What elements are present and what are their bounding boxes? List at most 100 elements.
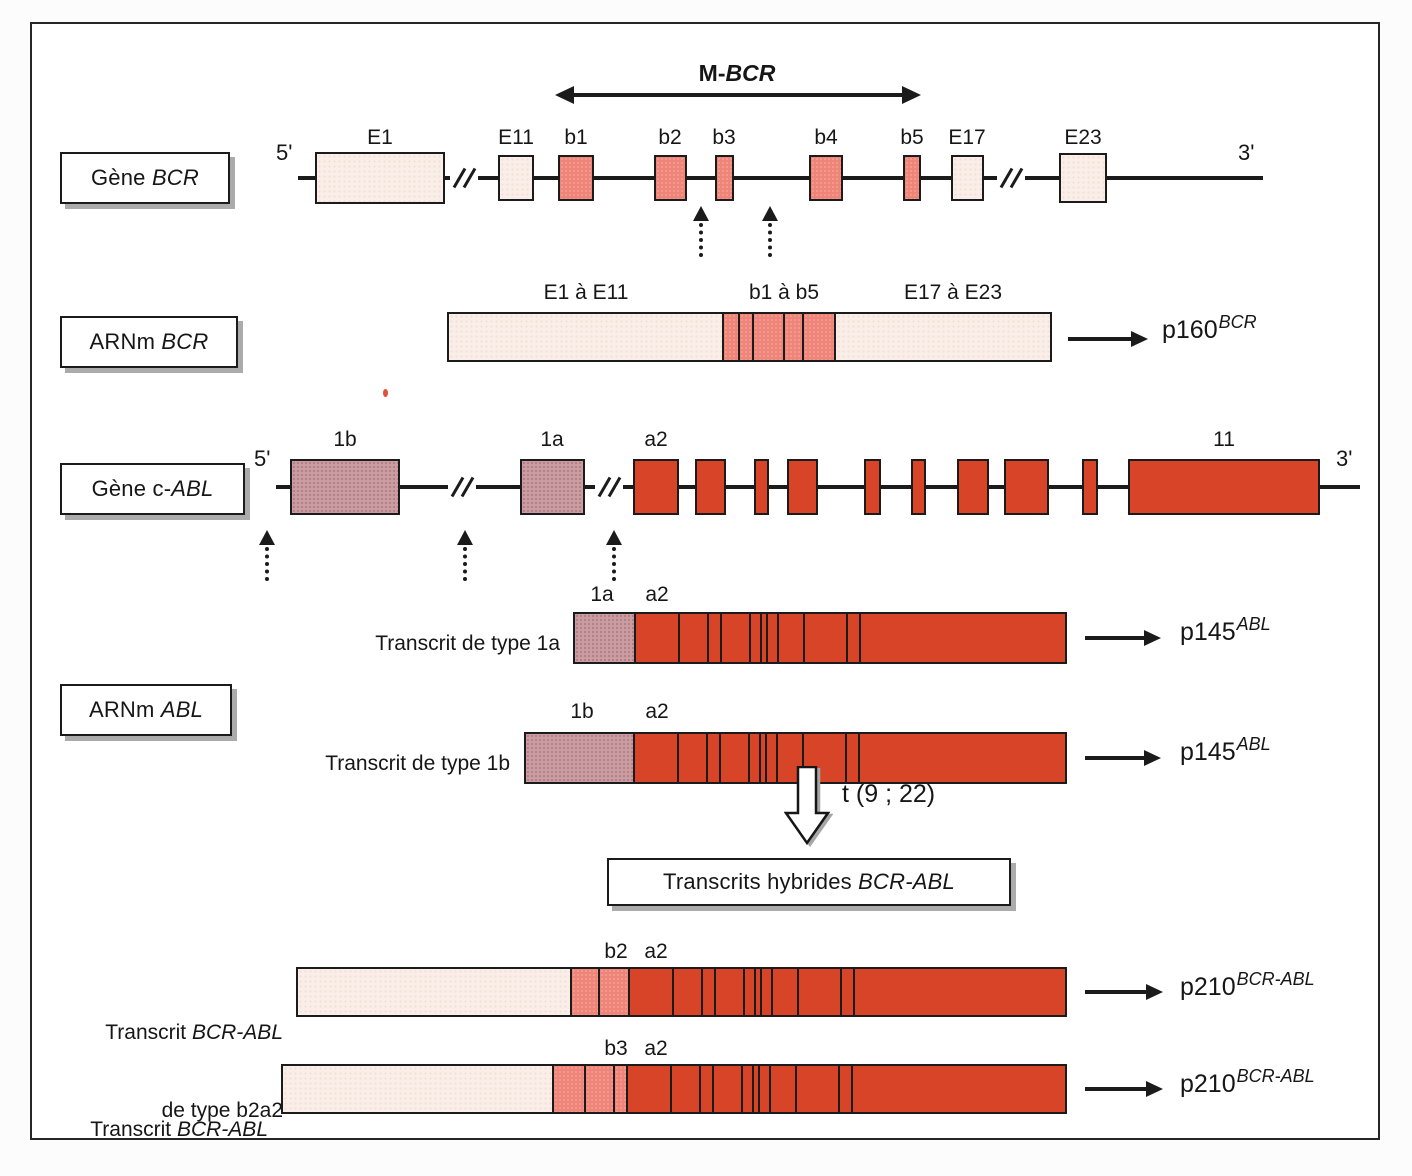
segment-label-a2: a2 — [644, 1037, 668, 1060]
intron-break-mark — [448, 475, 476, 499]
arnm-abl-label-prefix: ARNm — [88, 697, 161, 722]
gene-bcr-label-gene: BCR — [151, 165, 199, 190]
bar-segment-abl — [712, 1066, 741, 1112]
bar-segment-abl — [845, 734, 858, 782]
protein-label-p160: p160BCR — [1162, 312, 1257, 345]
gene-abl-5prime-label: 5' — [254, 446, 271, 471]
m-bcr-prefix: M- — [698, 60, 726, 86]
exon-box-abl — [787, 459, 818, 515]
bar-segment-bcr-light — [283, 1066, 552, 1112]
hybrid-box-gene: BCR-ABL — [858, 869, 955, 894]
breakpoint-arrowhead — [259, 530, 275, 545]
bar-segment-abl — [846, 614, 859, 662]
bar-segment-abl — [766, 614, 777, 662]
exon-box-abl — [1004, 459, 1049, 515]
exon-label-a2: a2 — [644, 428, 668, 451]
hybrid-transcripts-box: Transcrits hybrides BCR-ABL — [607, 858, 1011, 906]
exon-label-b1: b1 — [564, 126, 588, 149]
bar-segment-b2 — [598, 969, 628, 1015]
intron-break-mark — [595, 475, 623, 499]
breakpoint-arrow — [606, 530, 622, 581]
bar-segment-abl-11 — [851, 1066, 1065, 1112]
bar-segment-b3 — [752, 314, 783, 360]
bar-segment-abl-11 — [858, 734, 1065, 782]
bar-segment-abl — [838, 1066, 851, 1112]
protein-arrow-line — [1068, 337, 1135, 341]
gene-abl-label-prefix: Gène c- — [91, 476, 172, 501]
gene-abl-3prime-label: 3' — [1336, 446, 1353, 471]
m-bcr-gene: BCR — [725, 60, 776, 86]
bar-segment-abl — [678, 614, 707, 662]
exon-box-1b — [290, 459, 400, 515]
transcript-1b-caption: Transcrit de type 1b — [325, 752, 510, 775]
region-label-E1-E11: E1 à E11 — [543, 281, 629, 304]
caption-prefix: Transcrit — [90, 1118, 177, 1141]
bar-segment-abl — [803, 614, 846, 662]
breakpoint-arrow-shaft — [265, 547, 269, 581]
bar-segment-abl — [670, 1066, 699, 1112]
fusion-caption-line2: de type b2a2 — [161, 1099, 283, 1122]
scan-artifact-dot — [383, 389, 388, 397]
bar-segment-abl — [720, 614, 749, 662]
fusion-caption-line1: Transcrit BCR-ABL — [60, 1020, 283, 1046]
bar-segment-E17-E23 — [834, 314, 1050, 360]
bar-segment-abl — [699, 1066, 712, 1112]
exon-label-E23: E23 — [1064, 126, 1102, 149]
protein-label-p145: p145ABL — [1180, 734, 1271, 767]
protein-base: p210 — [1180, 1070, 1236, 1098]
protein-arrowhead — [1146, 1081, 1163, 1097]
bar-segment-abl — [706, 734, 719, 782]
arnm-bcr-label-prefix: ARNm — [89, 329, 162, 354]
protein-base: p145 — [1180, 738, 1236, 766]
bar-segment-abl — [795, 1066, 838, 1112]
bar-segment-abl-11 — [859, 614, 1065, 662]
bar-segment-abl — [707, 614, 720, 662]
exon-box-1a — [520, 459, 585, 515]
bar-segment-abl — [752, 1066, 758, 1112]
breakpoint-arrowhead — [606, 530, 622, 545]
gene-abl-label-box: Gène c- ABL — [60, 463, 245, 515]
bar-segment-abl — [769, 1066, 795, 1112]
exon-box-abl — [864, 459, 881, 515]
m-bcr-arrowhead-left — [555, 86, 574, 104]
bar-segment-abl — [633, 734, 677, 782]
bar-segment-a2 — [626, 1066, 670, 1112]
caption-gene: BCR-ABL — [176, 1118, 268, 1141]
bar-segment-abl — [777, 614, 803, 662]
exon-label-b5: b5 — [900, 126, 924, 149]
protein-label-p210: p210BCR-ABL — [1180, 969, 1315, 1002]
exon-label-b3: b3 — [712, 126, 736, 149]
segment-label-b2: b2 — [604, 940, 628, 963]
exon-label-b2: b2 — [658, 126, 682, 149]
segment-label-1b: 1b — [570, 700, 594, 723]
transcript-1a-bar — [573, 612, 1067, 664]
bar-segment-abl — [714, 969, 743, 1015]
segment-label-1a: 1a — [590, 583, 614, 606]
gene-bcr-label-box: Gène BCR — [60, 152, 230, 204]
exon-label-b4: b4 — [814, 126, 838, 149]
breakpoint-arrow-shaft — [768, 223, 772, 257]
gene-bcr-backbone-line — [298, 176, 1263, 180]
segment-label-a2: a2 — [645, 700, 669, 723]
protein-superscript: BCR-ABL — [1236, 1066, 1315, 1086]
protein-arrow-line — [1085, 990, 1150, 994]
bar-segment-b3 — [613, 1066, 626, 1112]
arnm-bcr-label-gene: BCR — [161, 329, 209, 354]
protein-arrowhead — [1131, 331, 1148, 347]
bar-segment-abl — [748, 734, 759, 782]
bar-segment-abl — [634, 614, 678, 662]
region-label-b1-b5: b1 à b5 — [748, 281, 820, 304]
translocation-label: t (9 ; 22) — [842, 780, 936, 808]
exon-box-abl — [911, 459, 926, 515]
bar-segment-b2 — [584, 1066, 613, 1112]
exon-label-11: 11 — [1213, 428, 1235, 451]
arnm-bcr-bar — [447, 312, 1052, 362]
bar-segment-abl — [797, 969, 840, 1015]
bar-segment-abl — [776, 734, 802, 782]
protein-superscript: BCR-ABL — [1236, 969, 1315, 989]
bar-segment-b1 — [570, 969, 598, 1015]
exon-box-abl — [957, 459, 989, 515]
gene-bcr-label-prefix: Gène — [91, 165, 152, 190]
exon-box-b4 — [809, 155, 843, 201]
bar-segment-b1 — [722, 314, 738, 360]
